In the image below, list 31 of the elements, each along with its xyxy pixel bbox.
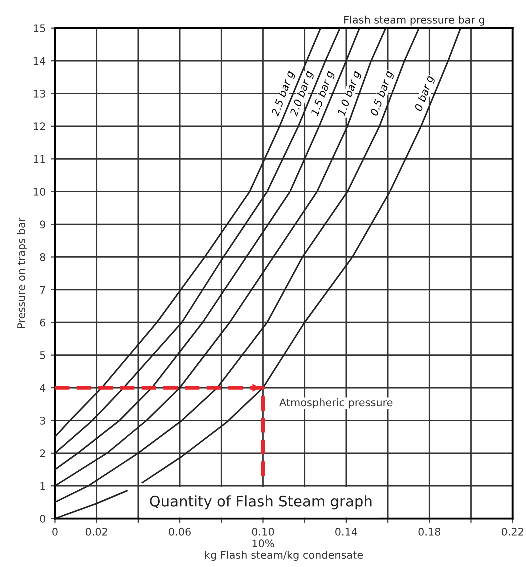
y-tick-label: 5 bbox=[40, 352, 46, 360]
y-tick-label: 3 bbox=[40, 416, 46, 425]
y-tick-label: 10 bbox=[34, 188, 46, 196]
y-tick-label: 13 bbox=[34, 90, 46, 98]
y-tick-label: 1 bbox=[40, 482, 46, 490]
y-tick-label: 0 bbox=[40, 515, 46, 523]
y-tick-label: 14 bbox=[34, 57, 46, 66]
y-tick-label: 6 bbox=[40, 318, 46, 327]
text: 1.0 bar g bbox=[337, 70, 362, 118]
annotation: Atmospheric pressure bbox=[280, 398, 393, 409]
x-tick-label: 0 bbox=[52, 528, 58, 536]
x-tick-label: 0.10 10% bbox=[252, 528, 274, 548]
y-tick-label: 15 bbox=[34, 24, 46, 32]
y-tick-label: 2 bbox=[40, 450, 46, 458]
y-axis-title: Pressure on traps bar bbox=[17, 218, 28, 328]
text: 0 bar g bbox=[414, 74, 436, 112]
x-tick-label: 0.18 bbox=[418, 528, 441, 536]
x-tick-label: 0.22 bbox=[502, 528, 524, 536]
text: Flash steam pressure bar g bbox=[344, 16, 484, 26]
x-tick-label: 0.14 bbox=[336, 528, 358, 536]
y-tick-label: 11 bbox=[34, 156, 46, 164]
text: Quantity of Flash Steam graph bbox=[150, 496, 372, 510]
x-axis-title: kg Flash steam/kg condensate bbox=[205, 550, 364, 562]
y-tick-label: 4 bbox=[40, 384, 46, 392]
y-tick-label: 8 bbox=[40, 253, 46, 262]
text: 0.5 bar g bbox=[370, 70, 396, 118]
y-tick-label: 12 bbox=[34, 122, 46, 130]
y-tick-label: 7 bbox=[40, 286, 46, 294]
x-tick-label: 0.02 bbox=[86, 528, 108, 536]
y-tick-label: 9 bbox=[40, 220, 46, 229]
x-tick-label: 0.06 bbox=[169, 528, 191, 536]
